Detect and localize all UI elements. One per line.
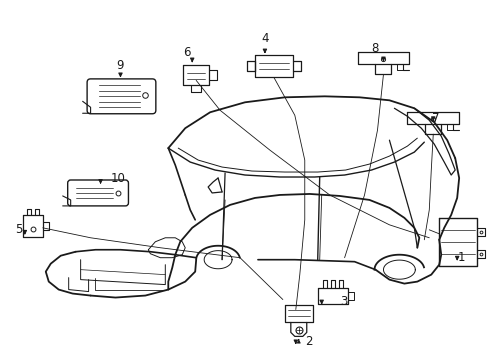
Text: 4: 4 [261,32,268,45]
Text: 2: 2 [305,335,312,348]
Text: 9: 9 [117,59,124,72]
Text: 7: 7 [430,112,438,125]
Text: 8: 8 [370,42,377,55]
Text: 1: 1 [456,251,464,264]
Text: 6: 6 [183,46,191,59]
Text: 10: 10 [111,171,126,185]
Text: 5: 5 [15,223,22,236]
Text: 3: 3 [339,295,346,308]
